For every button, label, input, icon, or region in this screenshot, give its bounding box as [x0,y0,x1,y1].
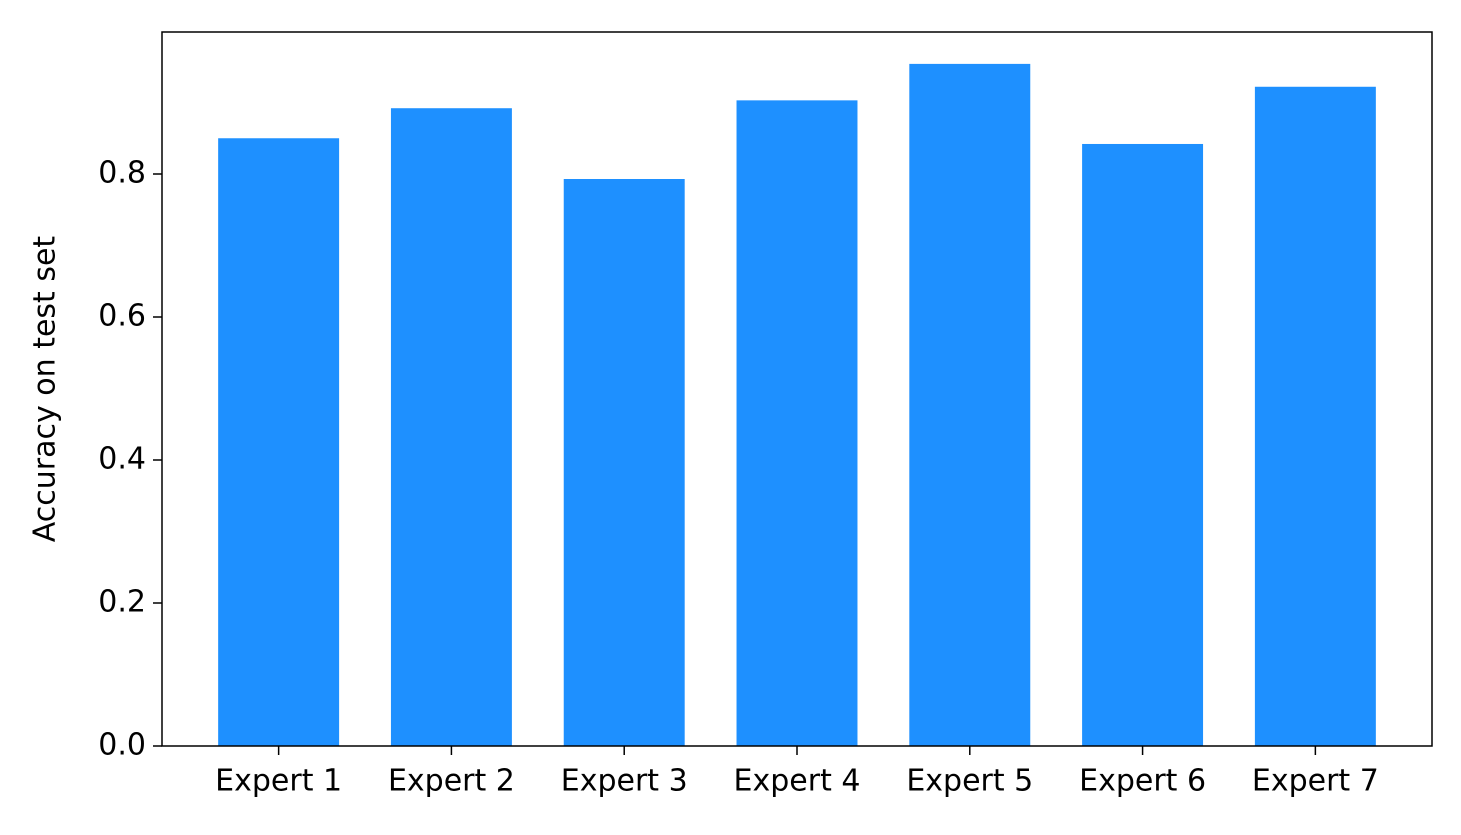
y-tick-label: 0.2 [98,584,146,619]
x-tick-label: Expert 2 [388,764,515,799]
x-tick-label: Expert 7 [1252,764,1379,799]
bar [563,179,685,746]
y-axis-label: Accuracy on test set [28,236,63,543]
bar [218,138,340,746]
x-tick-label: Expert 5 [906,764,1033,799]
bar [390,108,512,746]
bar [1082,143,1204,746]
y-tick-label: 0.8 [98,155,146,190]
y-tick-label: 0.6 [98,298,146,333]
plot-frame [161,31,1433,747]
y-tick-label: 0.0 [98,728,146,763]
bar [736,100,858,746]
x-tick-label: Expert 4 [734,764,861,799]
bar [1254,86,1376,747]
x-tick-label: Expert 3 [561,764,688,799]
y-tick-label: 0.4 [98,441,146,476]
bar [909,63,1031,747]
x-tick-label: Expert 6 [1079,764,1206,799]
x-tick-label: Expert 1 [215,764,342,799]
